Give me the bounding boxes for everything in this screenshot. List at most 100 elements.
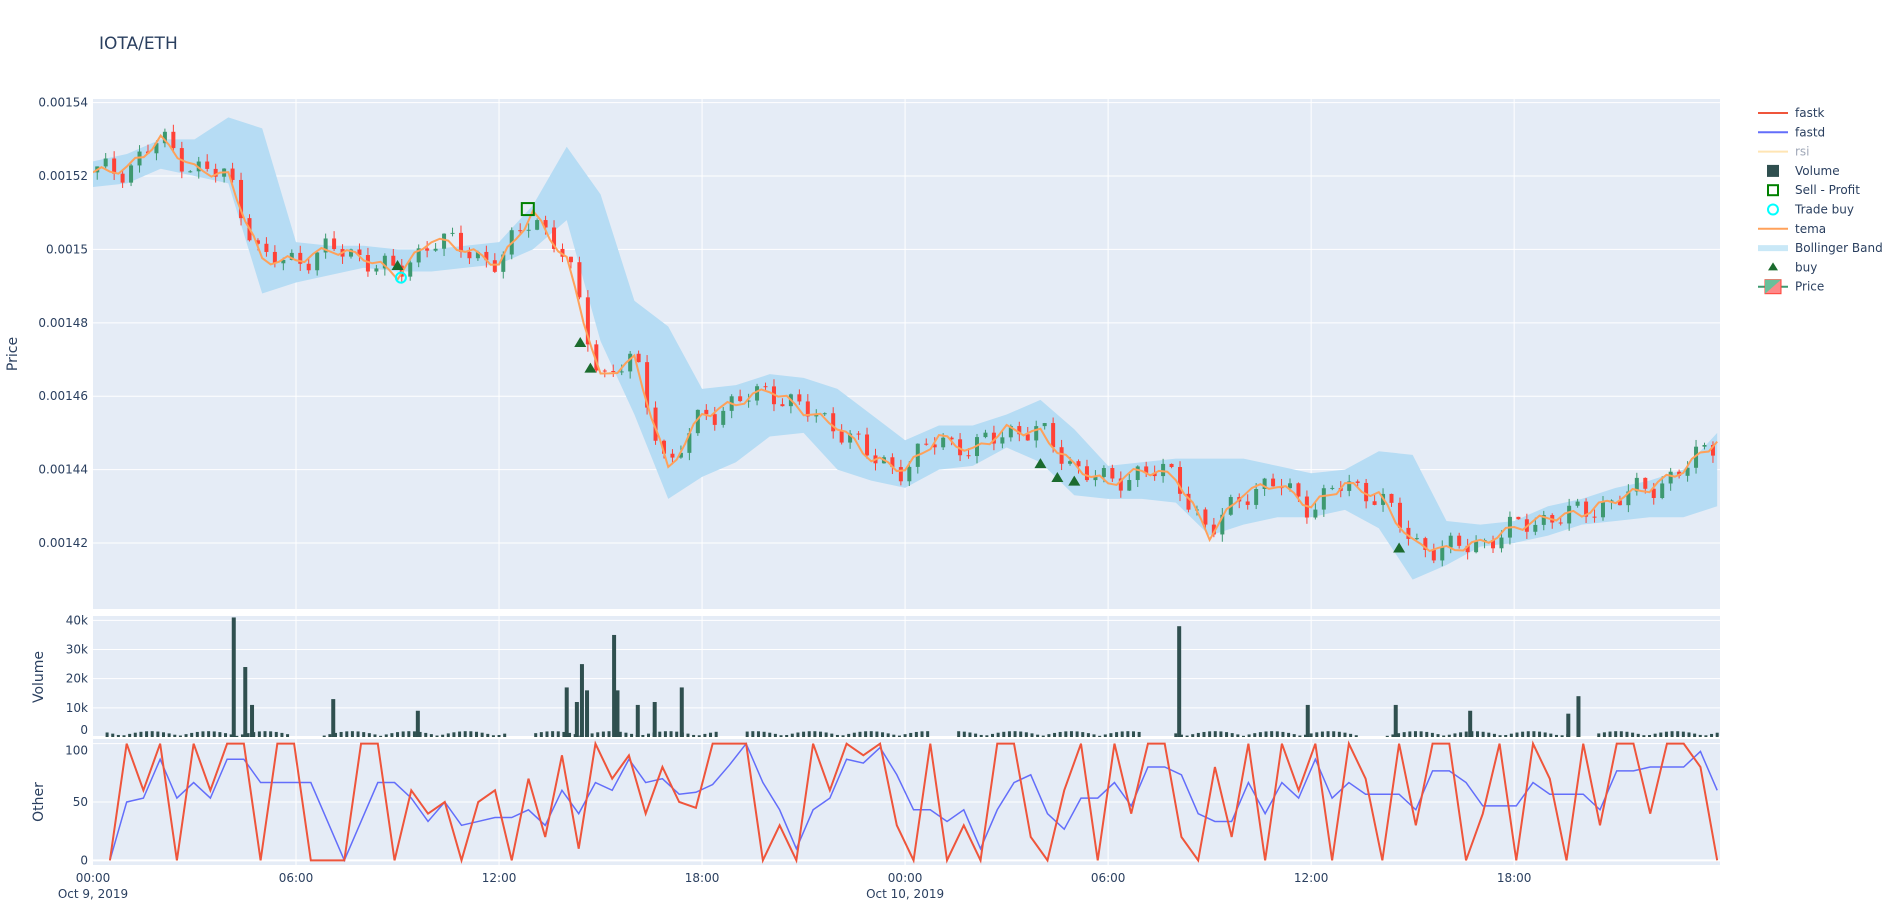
volume-bar [545,731,549,737]
candle-body [831,413,836,432]
volume-bar [156,731,160,737]
volume-bar [250,704,255,737]
volume-bar [1236,734,1240,737]
volume-bar [1075,731,1079,737]
candle-body [1211,524,1216,535]
volume-bar [424,732,428,737]
candle-body [602,370,607,372]
volume-bar [534,733,538,737]
volume-bar [1320,731,1324,737]
volume-bar [590,733,594,737]
candle-body [458,232,463,252]
candle-body [1330,487,1335,489]
y-tick-label: 0.00148 [38,316,88,330]
legend-item-buy[interactable]: buy [1768,260,1817,274]
candle-body [1245,501,1250,505]
volume-bar [1653,733,1657,737]
volume-bar [612,634,617,737]
volume-bar [1126,731,1130,737]
volume-bar [1098,735,1102,737]
candle-body [1626,491,1631,506]
legend-item-fastk[interactable]: fastk [1758,106,1825,120]
legend-label: rsi [1795,145,1810,159]
candle-body [332,238,337,250]
x-tick-label: 06:00 [279,871,314,885]
candle-body [949,437,954,440]
volume-bar [1614,731,1618,737]
candle-body [1389,493,1394,503]
volume-bar [556,731,560,737]
y-tick-label: 0.00142 [38,536,88,550]
x-tick-label: 00:00 [888,871,923,885]
volume-bar [429,734,433,737]
volume-bar [745,731,749,737]
legend-item-tema[interactable]: tema [1758,222,1826,236]
volume-bar [190,732,194,737]
legend-item-rsi[interactable]: rsi [1758,145,1810,159]
legend-item-fastd[interactable]: fastd [1758,125,1825,139]
volume-bar [1202,731,1206,737]
y-tick-label: 20k [66,672,88,686]
volume-bar [847,733,851,737]
buy-marker [1068,475,1081,486]
volume-bar [1264,731,1268,737]
candle-body [323,238,328,253]
volume-bar [601,731,605,737]
candle-body [1000,437,1005,444]
volume-bar [491,735,495,737]
candle-body [264,243,269,252]
volume-bar [824,732,828,737]
candle-body [425,248,430,251]
volume-bar [835,734,839,737]
buy-marker [584,362,597,373]
volume-bar [1453,733,1457,737]
volume-bar [551,731,555,737]
volume-bar [331,699,336,737]
x-date-label: Oct 10, 2019 [866,887,944,901]
volume-bar [207,731,211,737]
legend-item-trade-buy[interactable]: Trade buy [1767,203,1854,217]
candle-body [205,161,210,169]
legend-item-bollinger-band[interactable]: Bollinger Band [1758,241,1883,255]
legend-item-sell-profit[interactable]: Sell - Profit [1767,183,1860,197]
volume-bar [286,734,290,737]
volume-bar [384,734,388,737]
legend-item-volume[interactable]: Volume [1767,164,1840,178]
volume-bar [1549,733,1553,737]
volume-bar [1013,731,1017,737]
volume-bar [596,732,600,737]
volume-bar [1275,731,1279,737]
volume-bar [1442,735,1446,737]
candle-body [281,259,286,264]
volume-bar [1413,731,1417,737]
volume-bar [1258,732,1262,737]
candle-body [1651,488,1656,498]
volume-bar [1397,733,1401,737]
volume-bar [909,732,913,737]
volume-bar [1332,731,1336,737]
volume-bar [675,731,679,737]
candle-body [1118,478,1123,491]
volume-bar [1436,734,1440,737]
legend-triangle-icon [1768,262,1778,271]
sell-profit-marker [520,202,535,217]
candle-body [1051,423,1056,448]
legend-square-icon [1767,164,1779,177]
candle-body [1575,501,1580,506]
volume-bar [240,734,244,737]
candle-body [1135,466,1140,481]
legend-label: buy [1795,260,1817,274]
volume-bar [652,702,657,737]
volume-bar [269,731,273,737]
volume-bar [1047,734,1051,737]
candle-body [1262,478,1267,490]
volume-axis-title: Volume [31,651,47,703]
legend-item-price[interactable]: Price [1758,279,1824,295]
volume-bar [418,731,422,737]
y-tick-label: 30k [66,643,88,657]
volume-bar [1115,732,1119,737]
candle-body [611,370,616,372]
volume-bar [1704,735,1708,737]
volume-bar [1560,735,1564,737]
volume-bar [1715,732,1719,737]
